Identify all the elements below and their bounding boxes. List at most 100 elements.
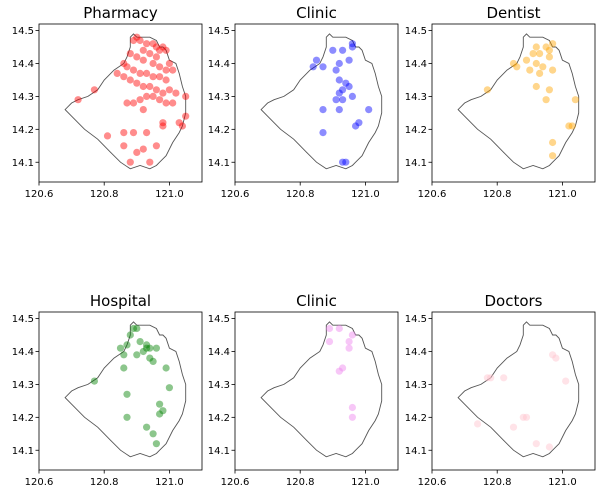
data-point bbox=[149, 40, 157, 48]
x-tick-label: 120.8 bbox=[90, 189, 119, 200]
y-tick-label: 14.4 bbox=[12, 59, 34, 70]
y-tick-label: 14.1 bbox=[12, 158, 34, 169]
x-tick-label: 120.8 bbox=[286, 477, 315, 488]
panel-title: Dentist bbox=[486, 4, 540, 22]
x-tick-label: 121.0 bbox=[155, 477, 184, 488]
data-point bbox=[162, 364, 170, 372]
y-tick-label: 14.2 bbox=[405, 125, 427, 136]
data-point bbox=[474, 420, 482, 428]
data-point bbox=[162, 76, 170, 84]
data-point bbox=[539, 63, 547, 71]
data-point bbox=[348, 43, 356, 51]
data-point bbox=[149, 357, 157, 365]
data-point bbox=[152, 86, 160, 94]
data-point bbox=[136, 338, 144, 346]
data-point bbox=[133, 351, 141, 359]
data-point bbox=[549, 351, 557, 359]
data-point bbox=[549, 152, 557, 160]
data-point bbox=[146, 82, 154, 91]
data-point bbox=[143, 341, 151, 349]
y-tick-label: 14.4 bbox=[208, 347, 230, 358]
data-point bbox=[513, 63, 521, 71]
data-point bbox=[325, 324, 334, 333]
data-point bbox=[342, 79, 350, 87]
x-tick-label: 121.0 bbox=[155, 189, 184, 200]
y-tick-label: 14.1 bbox=[12, 446, 34, 457]
data-point bbox=[509, 59, 518, 68]
data-point bbox=[146, 50, 154, 58]
data-point bbox=[345, 338, 353, 346]
data-point bbox=[149, 430, 157, 438]
data-point bbox=[536, 69, 544, 77]
data-point bbox=[319, 129, 327, 137]
data-point bbox=[90, 86, 98, 94]
y-tick-label: 14.3 bbox=[405, 92, 427, 103]
y-tick-label: 14.3 bbox=[208, 92, 230, 103]
data-point bbox=[552, 354, 560, 362]
data-point bbox=[149, 92, 157, 100]
data-point bbox=[519, 413, 527, 421]
data-point bbox=[509, 423, 518, 431]
data-point bbox=[332, 96, 340, 104]
data-point bbox=[319, 106, 327, 114]
axes-frame bbox=[234, 311, 399, 471]
data-point bbox=[352, 122, 360, 130]
y-tick-label: 14.1 bbox=[208, 446, 230, 457]
x-tick-label: 121.0 bbox=[351, 477, 380, 488]
data-point bbox=[152, 344, 160, 352]
data-point bbox=[339, 364, 347, 372]
region-outline bbox=[260, 321, 383, 458]
data-point bbox=[365, 106, 373, 114]
data-point bbox=[568, 122, 576, 130]
data-point bbox=[526, 66, 534, 74]
data-point bbox=[156, 73, 164, 81]
y-tick-label: 14.5 bbox=[405, 26, 427, 37]
data-point bbox=[139, 347, 147, 356]
data-point bbox=[345, 344, 353, 352]
data-point bbox=[136, 96, 144, 104]
data-point bbox=[532, 59, 540, 68]
data-point bbox=[103, 132, 112, 140]
data-point bbox=[156, 46, 164, 54]
data-point bbox=[129, 36, 138, 45]
data-point bbox=[159, 407, 167, 415]
x-tick-label: 120.8 bbox=[483, 189, 512, 200]
y-tick-label: 14.4 bbox=[12, 347, 34, 358]
data-point bbox=[325, 338, 334, 346]
data-point bbox=[139, 106, 147, 114]
data-point bbox=[562, 377, 570, 385]
data-point bbox=[345, 82, 353, 91]
data-point bbox=[342, 158, 350, 166]
data-point bbox=[133, 148, 141, 156]
panel-title: Pharmacy bbox=[83, 4, 158, 22]
data-point bbox=[339, 96, 347, 104]
data-point bbox=[542, 96, 550, 104]
y-tick-label: 14.1 bbox=[208, 158, 230, 169]
panel-title: Doctors bbox=[484, 292, 542, 310]
panel-title: Clinic bbox=[296, 4, 337, 22]
data-point bbox=[536, 50, 544, 58]
data-point bbox=[120, 73, 128, 81]
x-tick-label: 120.6 bbox=[418, 477, 447, 488]
data-point bbox=[500, 374, 508, 382]
data-point bbox=[120, 364, 128, 372]
x-tick-label: 120.8 bbox=[90, 477, 119, 488]
axes-frame bbox=[38, 311, 203, 471]
data-point bbox=[146, 344, 154, 352]
data-point bbox=[129, 99, 138, 107]
y-tick-label: 14.2 bbox=[208, 413, 230, 424]
y-tick-label: 14.3 bbox=[12, 380, 34, 391]
data-point bbox=[152, 43, 160, 51]
x-tick-label: 121.0 bbox=[548, 477, 577, 488]
region-outline bbox=[457, 321, 580, 458]
data-point bbox=[487, 374, 495, 382]
data-point bbox=[152, 142, 160, 150]
y-tick-label: 14.1 bbox=[405, 158, 427, 169]
data-point bbox=[355, 119, 363, 127]
data-point bbox=[136, 69, 144, 77]
data-point bbox=[143, 344, 151, 352]
data-point bbox=[143, 129, 151, 137]
y-tick-label: 14.2 bbox=[12, 413, 34, 424]
data-point bbox=[345, 56, 353, 64]
data-point bbox=[175, 119, 183, 127]
